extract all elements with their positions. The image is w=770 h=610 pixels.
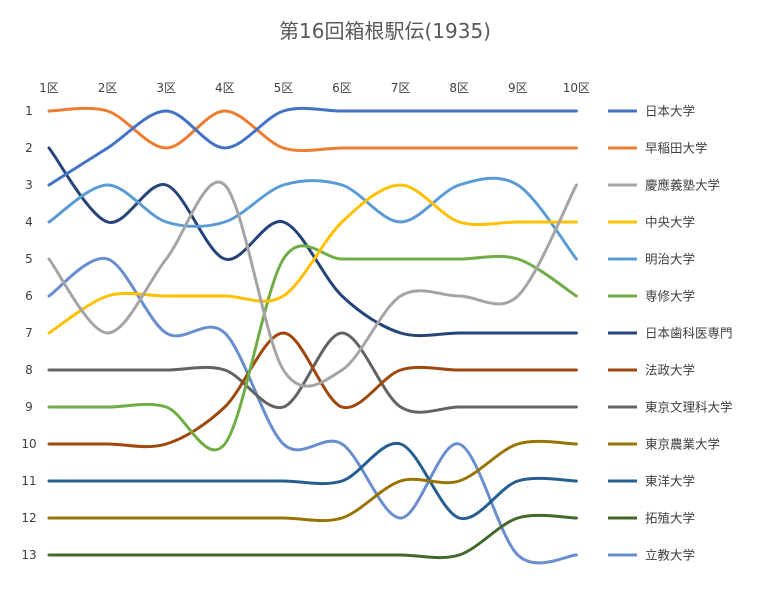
x-tick-label: 5区 xyxy=(274,81,294,95)
legend-label: 中央大学 xyxy=(645,215,695,230)
legend-label: 早稲田大学 xyxy=(645,141,708,156)
x-tick-label: 8区 xyxy=(449,81,469,95)
y-tick-label: 1 xyxy=(25,104,33,118)
legend-label: 東京農業大学 xyxy=(645,437,720,452)
x-tick-label: 3区 xyxy=(156,81,176,95)
legend-label: 東洋大学 xyxy=(645,474,695,489)
y-tick-label: 4 xyxy=(25,215,33,229)
y-tick-label: 5 xyxy=(25,252,33,266)
y-tick-label: 10 xyxy=(21,437,36,451)
y-tick-label: 13 xyxy=(21,548,36,562)
legend-label: 日本歯科医専門 xyxy=(645,326,733,341)
legend-label: 立教大学 xyxy=(645,548,695,563)
series-line xyxy=(47,439,578,523)
series-line xyxy=(47,244,578,452)
series-line xyxy=(47,176,578,261)
x-tick-label: 7区 xyxy=(391,81,411,95)
series-line xyxy=(47,183,578,335)
legend-label: 法政大学 xyxy=(645,363,695,378)
y-tick-label: 6 xyxy=(25,289,33,303)
x-tick-label: 10区 xyxy=(563,81,590,95)
legend-label: 日本大学 xyxy=(645,104,695,119)
y-tick-label: 2 xyxy=(25,141,33,155)
series-lines xyxy=(47,106,578,565)
y-tick-label: 3 xyxy=(25,178,33,192)
legend-label: 明治大学 xyxy=(645,252,695,267)
legend: 日本大学早稲田大学慶應義塾大学中央大学明治大学専修大学日本歯科医専門法政大学東京… xyxy=(608,104,733,563)
legend-label: 慶應義塾大学 xyxy=(645,178,720,193)
legend-label: 専修大学 xyxy=(645,289,695,304)
legend-label: 東京文理科大学 xyxy=(645,400,733,415)
x-tick-label: 4区 xyxy=(215,81,235,95)
x-tick-label: 2区 xyxy=(98,81,118,95)
y-tick-label: 12 xyxy=(21,511,36,525)
y-tick-label: 11 xyxy=(21,474,36,488)
x-tick-label: 6区 xyxy=(332,81,352,95)
x-tick-label: 1区 xyxy=(39,81,59,95)
series-line xyxy=(47,331,578,414)
chart-title: 第16回箱根駅伝(1935) xyxy=(279,19,491,43)
series-line xyxy=(47,146,578,338)
y-tick-label: 8 xyxy=(25,363,33,377)
y-tick-label: 9 xyxy=(25,400,33,414)
series-line xyxy=(47,331,578,449)
legend-label: 拓殖大学 xyxy=(645,511,695,526)
series-line xyxy=(47,441,578,521)
series-line xyxy=(47,106,578,187)
series-line xyxy=(47,257,578,565)
series-line xyxy=(47,106,578,153)
series-line xyxy=(47,180,578,388)
y-tick-label: 7 xyxy=(25,326,33,340)
x-tick-label: 9区 xyxy=(508,81,528,95)
series-line xyxy=(47,513,578,560)
x-axis-ticks: 1区 2区 3区 4区 5区 6区 7区 8区 9区 10区 xyxy=(39,81,590,95)
